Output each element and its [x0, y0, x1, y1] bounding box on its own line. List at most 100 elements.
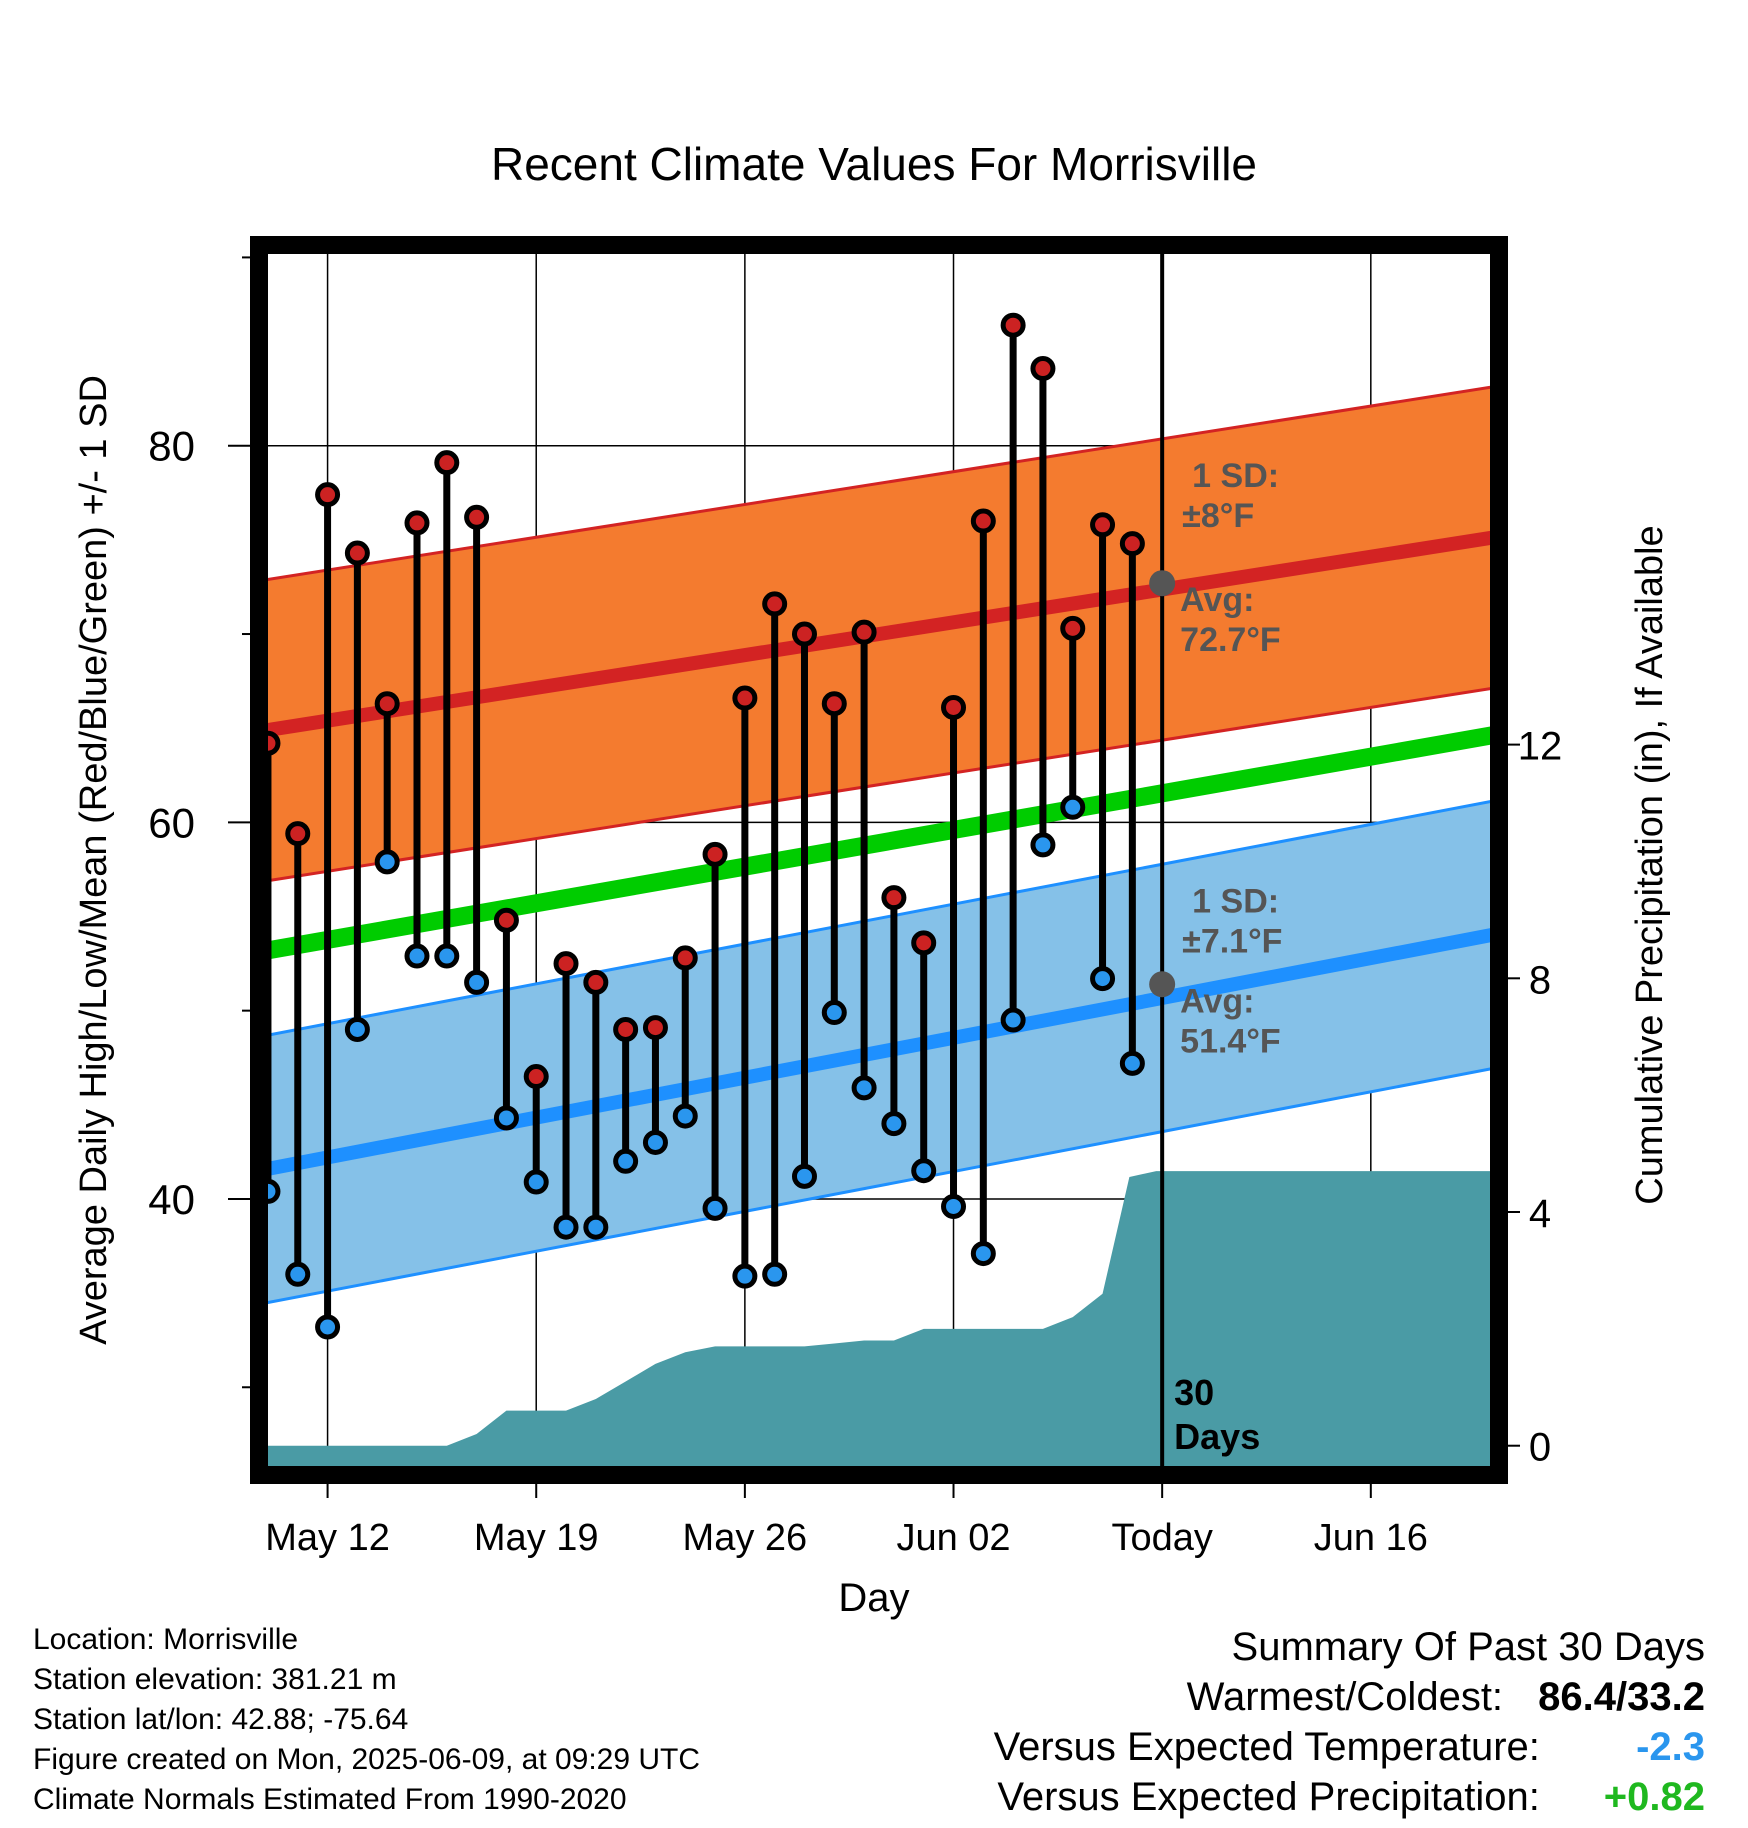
low-point-19: [821, 1000, 847, 1026]
low-point-4: [374, 849, 400, 875]
low-point-22: [911, 1158, 937, 1184]
summary-precip-row: Versus Expected Precipitation: +0.82: [994, 1772, 1705, 1822]
high-point-23: [941, 694, 967, 720]
low-point-28: [1090, 966, 1116, 992]
high-point-2: [315, 482, 341, 508]
low-point-7: [464, 969, 490, 995]
elevation-text: Station elevation: 381.21 m: [33, 1663, 397, 1696]
summary-warmest-row: Warmest/Coldest: 86.4/33.2: [994, 1672, 1705, 1722]
low-point-29: [1119, 1050, 1145, 1076]
precip-anomaly-label: Versus Expected Precipitation:: [997, 1775, 1540, 1819]
high-point-19: [821, 691, 847, 717]
y2-tick-label-2: 8: [1529, 958, 1551, 1002]
low-point-13: [642, 1129, 668, 1155]
summary-panel: Summary Of Past 30 Days Warmest/Coldest:…: [994, 1622, 1705, 1822]
high-point-8: [493, 907, 519, 933]
precip-area: [267, 1171, 1491, 1472]
high-point-7: [464, 504, 490, 530]
x-tick-label-4: Today: [1111, 1517, 1212, 1559]
chart-title: Recent Climate Values For Morrisville: [491, 138, 1257, 190]
normal_low-avg-marker: [1149, 971, 1176, 998]
warmest-value: 86.4/33.2: [1538, 1675, 1705, 1719]
low-point-10: [553, 1214, 579, 1240]
normal_low-sd-text: ±7.1°F: [1182, 922, 1282, 960]
high-point-12: [613, 1016, 639, 1042]
summary-title: Summary Of Past 30 Days: [1231, 1625, 1705, 1669]
low-point-20: [851, 1075, 877, 1101]
high-point-9: [523, 1064, 549, 1090]
normal-lines: [262, 530, 1496, 1177]
low-point-2: [315, 1314, 341, 1340]
high-point-1: [285, 821, 311, 847]
low-point-14: [672, 1103, 698, 1129]
low-point-8: [493, 1105, 519, 1131]
low-sd-band-lower-edge: [262, 1066, 1496, 1306]
low-point-25: [1000, 1007, 1026, 1033]
low-point-21: [881, 1111, 907, 1137]
high-point-27: [1060, 615, 1086, 641]
normal-mean-line: [262, 725, 1496, 961]
temp-anomaly-value: -2.3: [1636, 1725, 1705, 1769]
created-text: Figure created on Mon, 2025-06-09, at 09…: [33, 1743, 701, 1776]
y2-axis-ticks: 0 4 8 12: [1508, 725, 1562, 1470]
normal-low-line: [262, 927, 1496, 1177]
latlon-text: Station lat/lon: 42.88; -75.64: [33, 1703, 409, 1736]
climate-chart: Recent Climate Values For Morrisville 30…: [73, 138, 1671, 1620]
normal_high-sd-text: ±8°F: [1182, 497, 1254, 535]
low-point-15: [702, 1195, 728, 1221]
x-tick-label-5: Jun 16: [1314, 1517, 1428, 1559]
high-point-14: [672, 945, 698, 971]
x-tick-label-2: May 26: [683, 1517, 808, 1559]
high-point-20: [851, 619, 877, 645]
y-axis-ticks: 40 60 80: [148, 256, 250, 1389]
y2-tick-label-3: 12: [1518, 725, 1563, 769]
high-point-21: [881, 885, 907, 911]
high-sd-band-lower-edge: [262, 686, 1496, 884]
high-point-15: [702, 841, 728, 867]
high-point-28: [1090, 512, 1116, 538]
normals-text: Climate Normals Estimated From 1990-2020: [33, 1783, 627, 1816]
temp-anomaly-label: Versus Expected Temperature:: [993, 1725, 1540, 1769]
x-tick-label-1: May 19: [474, 1517, 599, 1559]
high-point-6: [434, 450, 460, 476]
high-point-25: [1000, 312, 1026, 338]
today-label-line2: Days: [1174, 1416, 1260, 1457]
high-point-5: [404, 510, 430, 536]
y2-tick-label-1: 4: [1529, 1192, 1551, 1236]
normal_low-sd-label: 1 SD:: [1192, 882, 1279, 920]
high-point-29: [1119, 531, 1145, 557]
low-point-18: [791, 1163, 817, 1189]
precipitation-area: [267, 1171, 1491, 1472]
high-point-11: [583, 969, 609, 995]
warmest-label: Warmest/Coldest:: [1186, 1675, 1504, 1719]
low-point-12: [613, 1148, 639, 1174]
low-point-11: [583, 1214, 609, 1240]
high-point-18: [791, 621, 817, 647]
daily-dots: [262, 312, 1145, 1340]
normal_low-avg-text: 51.4°F: [1180, 1022, 1281, 1060]
normal_high-avg-marker: [1149, 570, 1176, 597]
low-point-27: [1060, 794, 1086, 820]
plot-frame: [250, 236, 1508, 1484]
low-sd-band-upper-edge: [262, 799, 1496, 1038]
y-axis-label: Average Daily High/Low/Mean (Red/Blue/Gr…: [73, 375, 115, 1345]
y-tick-label-0: 40: [148, 1176, 195, 1223]
y2-axis-label: Cumulative Precipitation (in), If Availa…: [1629, 525, 1671, 1204]
x-axis-label: Day: [838, 1576, 909, 1620]
normal_high-sd-label: 1 SD:: [1192, 457, 1279, 495]
normal_high-avg-label: Avg:: [1180, 581, 1254, 619]
normal_low-avg-label: Avg:: [1180, 982, 1254, 1020]
high-point-22: [911, 930, 937, 956]
y-tick-label-2: 80: [148, 423, 195, 470]
x-tick-label-0: May 12: [265, 1517, 390, 1559]
high-point-4: [374, 691, 400, 717]
x-tick-label-3: Jun 02: [896, 1517, 1010, 1559]
station-info: Location: Morrisville Station elevation:…: [33, 1620, 700, 1820]
normal-high-line: [262, 530, 1496, 738]
high-point-17: [762, 591, 788, 617]
today-label-line1: 30: [1174, 1372, 1214, 1413]
low-point-23: [941, 1193, 967, 1219]
low-point-3: [344, 1016, 370, 1042]
